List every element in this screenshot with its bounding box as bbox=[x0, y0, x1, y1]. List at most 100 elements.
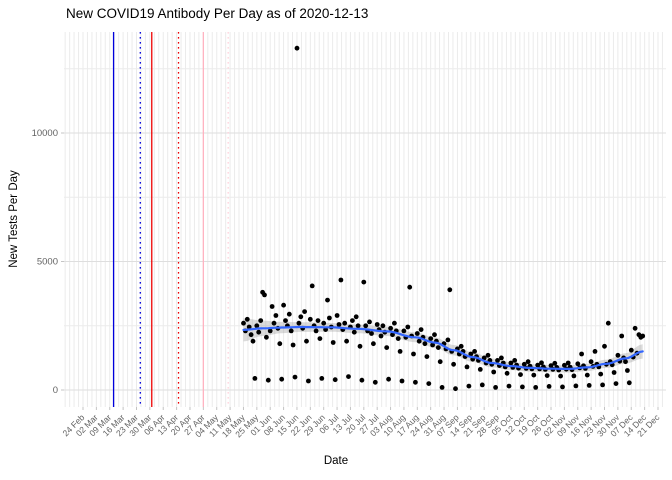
scatter-point bbox=[422, 341, 428, 347]
scatter-point bbox=[294, 45, 300, 51]
scatter-point bbox=[346, 374, 351, 379]
scatter-point bbox=[363, 323, 369, 329]
y-tick-label: 0 bbox=[53, 385, 58, 396]
scatter-point bbox=[531, 372, 537, 378]
scatter-point bbox=[390, 332, 395, 338]
scatter-point bbox=[344, 338, 349, 344]
scatter-point bbox=[350, 318, 355, 323]
scatter-point bbox=[265, 377, 271, 383]
scatter-point bbox=[426, 381, 432, 386]
scatter-point bbox=[283, 318, 288, 323]
scatter-point bbox=[430, 342, 435, 348]
scatter-point bbox=[355, 323, 361, 329]
scatter-point bbox=[619, 333, 625, 339]
scatter-point bbox=[600, 382, 605, 388]
scatter-point bbox=[525, 359, 531, 365]
scatter-point bbox=[575, 361, 581, 367]
scatter-point bbox=[598, 371, 604, 377]
scatter-point bbox=[512, 358, 518, 363]
scatter-point bbox=[584, 372, 590, 378]
scatter-point bbox=[413, 379, 418, 385]
scatter-point bbox=[453, 386, 458, 392]
scatter-point bbox=[369, 331, 374, 336]
scatter-point bbox=[626, 380, 632, 386]
scatter-point bbox=[521, 361, 527, 367]
scatter-point bbox=[605, 320, 611, 326]
scatter-point bbox=[613, 381, 619, 386]
scatter-point bbox=[401, 328, 407, 334]
scatter-point bbox=[539, 360, 544, 366]
scatter-point bbox=[250, 338, 256, 344]
scatter-point bbox=[338, 277, 344, 283]
scatter-point bbox=[288, 328, 294, 334]
scatter-point bbox=[485, 352, 491, 358]
scatter-point bbox=[372, 379, 378, 385]
scatter-point bbox=[432, 332, 437, 338]
scatter-point bbox=[520, 384, 525, 390]
scatter-point bbox=[323, 327, 328, 332]
scatter-point bbox=[315, 318, 321, 323]
scatter-point bbox=[371, 341, 376, 347]
scatter-point bbox=[611, 370, 617, 375]
scatter-point bbox=[392, 320, 397, 326]
scatter-point bbox=[264, 334, 269, 340]
scatter-point bbox=[321, 320, 327, 326]
scatter-point bbox=[535, 362, 541, 368]
y-axis-title: New Tests Per Day bbox=[8, 170, 20, 268]
scatter-point bbox=[548, 363, 554, 368]
scatter-point bbox=[628, 347, 634, 353]
scatter-point bbox=[281, 302, 286, 308]
scatter-point bbox=[424, 354, 430, 359]
scatter-point bbox=[248, 332, 254, 338]
vertical-gridlines bbox=[64, 32, 663, 407]
scatter-point bbox=[367, 319, 372, 325]
scatter-point bbox=[414, 331, 420, 336]
scatter-point bbox=[472, 349, 477, 354]
scatter-point bbox=[334, 313, 340, 318]
scatter-point bbox=[304, 338, 309, 344]
scatter-point bbox=[271, 320, 277, 326]
scatter-point bbox=[246, 324, 252, 330]
scatter-point bbox=[378, 333, 384, 339]
scatter-point bbox=[290, 342, 296, 348]
scatter-point bbox=[640, 333, 646, 339]
scatter-point bbox=[286, 311, 292, 317]
scatter-point bbox=[309, 283, 315, 289]
scatter-point bbox=[623, 359, 628, 365]
scatter-point bbox=[332, 377, 338, 383]
scatter-point bbox=[439, 385, 445, 390]
scatter-point bbox=[336, 322, 342, 327]
scatter-point bbox=[506, 383, 512, 389]
scatter-point bbox=[588, 359, 594, 365]
scatter-point bbox=[418, 327, 424, 332]
scatter-point bbox=[493, 385, 498, 390]
event-lines bbox=[112, 32, 229, 407]
horizontal-gridlines bbox=[64, 68, 666, 391]
scatter-point bbox=[296, 320, 302, 326]
scatter-point bbox=[558, 373, 563, 379]
scatter-point bbox=[319, 376, 325, 381]
scatter-point bbox=[292, 374, 298, 380]
x-axis-title: Date bbox=[323, 455, 349, 467]
scatter-point bbox=[560, 384, 565, 390]
scatter-point bbox=[571, 373, 577, 379]
scatter-point bbox=[445, 337, 451, 343]
scatter-point bbox=[302, 309, 307, 314]
scatter-point bbox=[325, 297, 330, 303]
scatter-point bbox=[254, 323, 260, 329]
scatter-point bbox=[388, 325, 393, 331]
scatter-point bbox=[464, 364, 470, 370]
scatter-point bbox=[351, 329, 357, 335]
scatter-point bbox=[481, 355, 487, 361]
y-axis-ticks: 0 5000 10000 bbox=[32, 128, 64, 396]
scatter-point bbox=[602, 343, 607, 349]
scatter-point bbox=[458, 343, 464, 349]
scatter-point bbox=[359, 377, 365, 383]
scatter-point bbox=[615, 352, 621, 358]
scatter-point bbox=[405, 324, 411, 330]
y-tick-label: 10000 bbox=[32, 128, 58, 139]
scatter-point bbox=[267, 328, 273, 334]
scatter-point bbox=[477, 367, 483, 372]
